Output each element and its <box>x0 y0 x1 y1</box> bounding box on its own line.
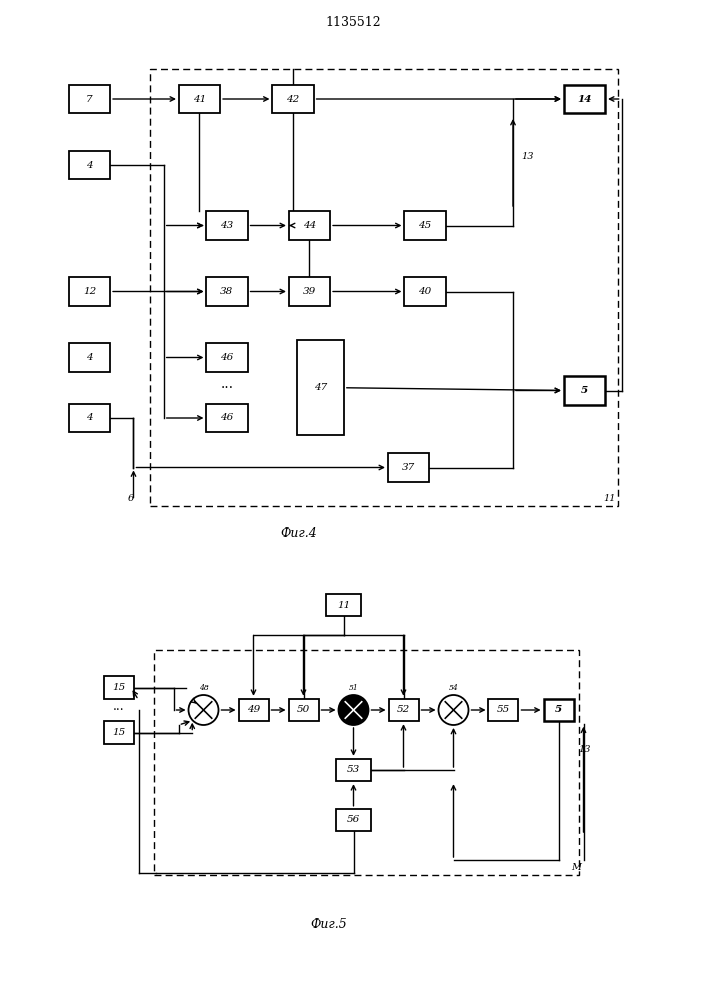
Bar <box>404 211 445 240</box>
Bar <box>150 69 617 506</box>
Bar <box>404 277 445 306</box>
Text: Фиг.4: Фиг.4 <box>280 527 317 540</box>
Circle shape <box>189 695 218 725</box>
Bar <box>69 85 110 113</box>
Bar <box>297 340 344 435</box>
Text: 5: 5 <box>555 706 562 714</box>
Text: 55: 55 <box>497 706 510 714</box>
Circle shape <box>339 695 368 725</box>
Text: 48: 48 <box>199 684 209 692</box>
Bar <box>336 759 371 781</box>
Text: 5: 5 <box>581 386 588 395</box>
Bar <box>564 376 605 405</box>
Text: 12: 12 <box>83 287 96 296</box>
Text: M: M <box>571 863 581 872</box>
Bar <box>103 721 134 744</box>
Text: 4: 4 <box>86 353 93 362</box>
Text: 39: 39 <box>303 287 316 296</box>
Bar <box>206 277 247 306</box>
Text: 51: 51 <box>349 684 358 692</box>
Bar <box>206 211 247 240</box>
Bar <box>336 809 371 831</box>
Bar <box>272 85 314 113</box>
Bar <box>326 594 361 616</box>
Circle shape <box>438 695 469 725</box>
Text: 46: 46 <box>221 353 233 362</box>
Bar <box>289 277 330 306</box>
Text: 53: 53 <box>347 766 360 774</box>
Text: 49: 49 <box>247 706 260 714</box>
Text: 15: 15 <box>112 683 125 692</box>
Text: 15: 15 <box>112 728 125 737</box>
Text: 11: 11 <box>337 600 350 609</box>
Bar <box>564 85 605 113</box>
Text: 41: 41 <box>193 95 206 104</box>
Bar <box>69 277 110 306</box>
Bar <box>69 151 110 179</box>
Text: 42: 42 <box>286 95 300 104</box>
Text: 14: 14 <box>577 95 592 104</box>
Bar <box>544 699 573 721</box>
Text: 46: 46 <box>221 414 233 422</box>
Bar <box>103 676 134 699</box>
Bar <box>489 699 518 721</box>
Text: 44: 44 <box>303 221 316 230</box>
Bar <box>69 343 110 372</box>
Text: 56: 56 <box>347 816 360 824</box>
Text: 37: 37 <box>402 463 415 472</box>
Text: 52: 52 <box>397 706 410 714</box>
Text: 40: 40 <box>419 287 432 296</box>
Bar <box>388 453 429 482</box>
Text: Фиг.5: Фиг.5 <box>310 918 347 932</box>
Bar <box>69 404 110 432</box>
Text: 6: 6 <box>127 494 134 503</box>
Text: 7: 7 <box>86 95 93 104</box>
Text: 43: 43 <box>221 221 233 230</box>
Bar <box>206 404 247 432</box>
Bar <box>289 211 330 240</box>
Bar <box>288 699 318 721</box>
Text: 13: 13 <box>521 152 534 161</box>
Text: 45: 45 <box>419 221 432 230</box>
Text: 38: 38 <box>221 287 233 296</box>
Bar <box>238 699 269 721</box>
Text: ···: ··· <box>112 704 124 716</box>
Bar <box>153 650 578 875</box>
Text: 50: 50 <box>297 706 310 714</box>
Text: ···: ··· <box>221 381 233 395</box>
Text: 13: 13 <box>578 746 591 754</box>
Text: 4: 4 <box>86 414 93 422</box>
Text: 1135512: 1135512 <box>326 15 381 28</box>
Bar <box>206 343 247 372</box>
Text: 54: 54 <box>449 684 458 692</box>
Text: 11: 11 <box>604 494 617 503</box>
Bar <box>179 85 220 113</box>
Bar <box>389 699 419 721</box>
Text: 47: 47 <box>314 383 327 392</box>
Text: 4: 4 <box>86 160 93 169</box>
